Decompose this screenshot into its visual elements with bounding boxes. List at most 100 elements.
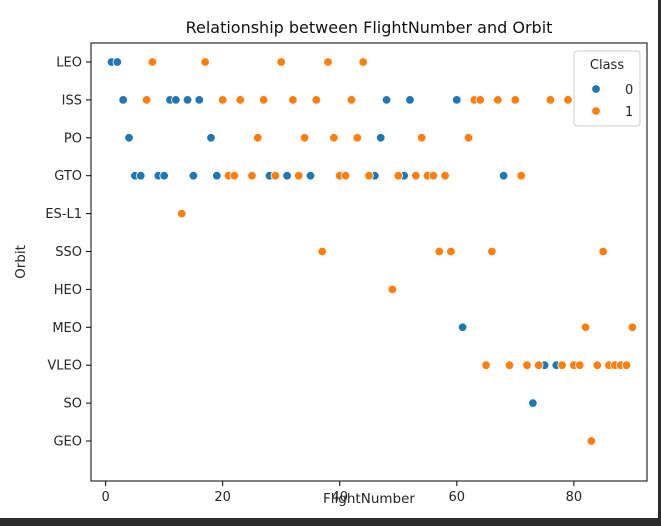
y-tick-label: SO — [64, 397, 82, 412]
x-axis-ticks: 0 20 40 60 80 — [101, 481, 582, 505]
data-point-class-1 — [147, 57, 158, 67]
legend-label-class-1: 1 — [625, 105, 633, 120]
data-point-class-1 — [393, 170, 403, 181]
data-point-class-1 — [446, 246, 456, 257]
data-point-class-1 — [510, 95, 521, 105]
y-tick-label: PO — [64, 131, 82, 146]
data-point-class-1 — [235, 95, 245, 105]
data-point-class-1 — [177, 208, 187, 219]
data-point-class-1 — [522, 360, 532, 370]
data-point-class-1 — [586, 436, 597, 446]
data-point-class-0 — [381, 95, 392, 105]
data-point-class-0 — [124, 133, 134, 143]
data-point-class-0 — [118, 95, 128, 105]
y-tick-label: ES-L1 — [45, 207, 82, 222]
data-point-class-0 — [452, 95, 462, 105]
x-tick-label: 60 — [449, 490, 466, 505]
chart-title: Relationship between FlightNumber and Or… — [186, 18, 553, 37]
legend-title: Class — [590, 58, 624, 73]
data-point-class-0 — [282, 170, 292, 181]
y-tick-label: HEO — [54, 283, 82, 298]
data-point-class-1 — [311, 95, 322, 105]
data-point-class-1 — [440, 170, 450, 181]
data-point-class-1 — [557, 360, 567, 370]
data-point-class-1 — [434, 246, 444, 257]
data-point-class-1 — [358, 57, 368, 67]
data-point-class-1 — [627, 322, 638, 333]
data-point-class-1 — [621, 360, 632, 370]
data-point-class-1 — [534, 360, 544, 370]
x-tick-label: 40 — [331, 490, 348, 505]
data-point-class-1 — [545, 95, 556, 105]
data-point-class-1 — [229, 170, 240, 181]
data-point-class-0 — [212, 170, 222, 181]
legend-marker-class-0 — [591, 84, 601, 94]
data-point-class-0 — [182, 95, 193, 105]
x-tick-label: 0 — [101, 490, 109, 505]
x-tick-label: 80 — [566, 490, 583, 505]
data-point-class-1 — [329, 133, 339, 143]
data-point-class-1 — [411, 170, 421, 181]
data-point-class-1 — [598, 246, 608, 257]
data-point-class-1 — [487, 246, 497, 257]
legend-box — [573, 50, 641, 127]
data-point-class-0 — [136, 170, 146, 181]
x-tick-label: 20 — [214, 490, 231, 505]
data-point-class-0 — [112, 57, 123, 67]
y-axis-title: Orbit — [13, 245, 29, 279]
x-axis-title: FlightNumber — [323, 491, 415, 507]
data-point-class-0 — [376, 133, 386, 143]
data-point-class-1 — [276, 57, 286, 67]
data-point-class-1 — [141, 95, 152, 105]
data-point-class-0 — [528, 398, 538, 408]
y-tick-label: GEO — [53, 435, 82, 450]
data-points — [106, 57, 638, 446]
legend: Class 0 1 — [573, 50, 641, 127]
data-point-class-1 — [592, 360, 602, 370]
data-point-class-1 — [253, 133, 263, 143]
y-tick-label: LEO — [56, 56, 82, 71]
data-point-class-1 — [299, 133, 310, 143]
data-point-class-1 — [294, 170, 304, 181]
y-tick-label: VLEO — [47, 359, 82, 374]
data-point-class-0 — [188, 170, 199, 181]
data-point-class-1 — [504, 360, 515, 370]
data-point-class-1 — [288, 95, 298, 105]
legend-marker-class-1 — [591, 106, 601, 116]
data-point-class-1 — [270, 170, 281, 181]
data-point-class-1 — [340, 170, 351, 181]
data-point-class-0 — [457, 322, 468, 333]
data-point-class-1 — [387, 284, 398, 295]
data-point-class-1 — [516, 170, 526, 181]
data-point-class-1 — [574, 360, 585, 370]
y-tick-label: SSO — [55, 245, 82, 260]
data-point-class-1 — [493, 95, 503, 105]
y-tick-label: GTO — [54, 169, 82, 184]
data-point-class-1 — [247, 170, 257, 181]
data-point-class-0 — [194, 95, 204, 105]
data-point-class-0 — [159, 170, 169, 181]
data-point-class-1 — [352, 133, 362, 143]
data-point-class-0 — [206, 133, 216, 143]
data-point-class-1 — [463, 133, 474, 143]
data-point-class-0 — [171, 95, 181, 105]
data-point-class-1 — [317, 246, 327, 257]
data-point-class-1 — [323, 57, 333, 67]
data-point-class-0 — [405, 95, 415, 105]
data-point-class-1 — [475, 95, 485, 105]
data-point-class-1 — [481, 360, 491, 370]
data-point-class-1 — [364, 170, 374, 181]
data-point-class-1 — [428, 170, 439, 181]
data-point-class-1 — [217, 95, 228, 105]
plot-area-frame — [90, 42, 648, 482]
data-point-class-1 — [416, 133, 427, 143]
data-point-class-1 — [346, 95, 357, 105]
data-point-class-1 — [200, 57, 210, 67]
data-point-class-1 — [563, 95, 573, 105]
y-axis-ticks: LEO ISS PO GTO ES-L1 SSO HEO MEO VLEO SO GEO — [45, 56, 91, 450]
data-point-class-1 — [580, 322, 591, 333]
data-point-class-0 — [305, 170, 316, 181]
legend-label-class-0: 0 — [625, 83, 633, 98]
